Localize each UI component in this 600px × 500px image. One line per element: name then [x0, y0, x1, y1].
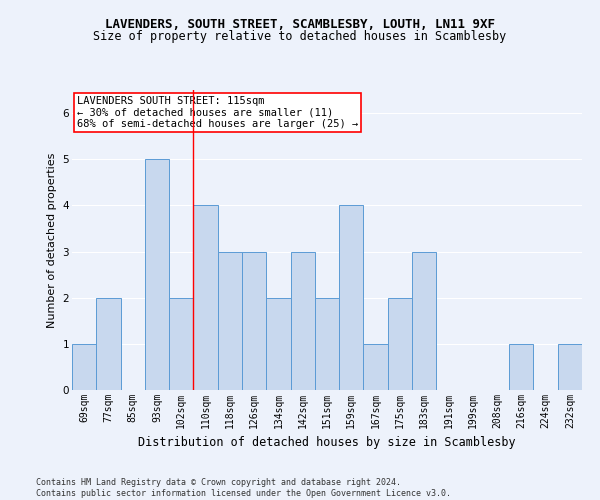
Y-axis label: Number of detached properties: Number of detached properties	[47, 152, 57, 328]
Bar	[242, 252, 266, 390]
Bar	[290, 252, 315, 390]
Bar	[388, 298, 412, 390]
Bar	[266, 298, 290, 390]
Bar	[339, 206, 364, 390]
Bar	[96, 298, 121, 390]
Bar	[412, 252, 436, 390]
Bar	[558, 344, 582, 390]
Text: Contains HM Land Registry data © Crown copyright and database right 2024.
Contai: Contains HM Land Registry data © Crown c…	[36, 478, 451, 498]
Bar	[72, 344, 96, 390]
Bar	[315, 298, 339, 390]
Text: Size of property relative to detached houses in Scamblesby: Size of property relative to detached ho…	[94, 30, 506, 43]
Text: Distribution of detached houses by size in Scamblesby: Distribution of detached houses by size …	[138, 436, 516, 449]
Bar	[169, 298, 193, 390]
Text: LAVENDERS SOUTH STREET: 115sqm
← 30% of detached houses are smaller (11)
68% of : LAVENDERS SOUTH STREET: 115sqm ← 30% of …	[77, 96, 358, 129]
Text: LAVENDERS, SOUTH STREET, SCAMBLESBY, LOUTH, LN11 9XF: LAVENDERS, SOUTH STREET, SCAMBLESBY, LOU…	[105, 18, 495, 30]
Bar	[193, 206, 218, 390]
Bar	[218, 252, 242, 390]
Bar	[509, 344, 533, 390]
Bar	[364, 344, 388, 390]
Bar	[145, 159, 169, 390]
